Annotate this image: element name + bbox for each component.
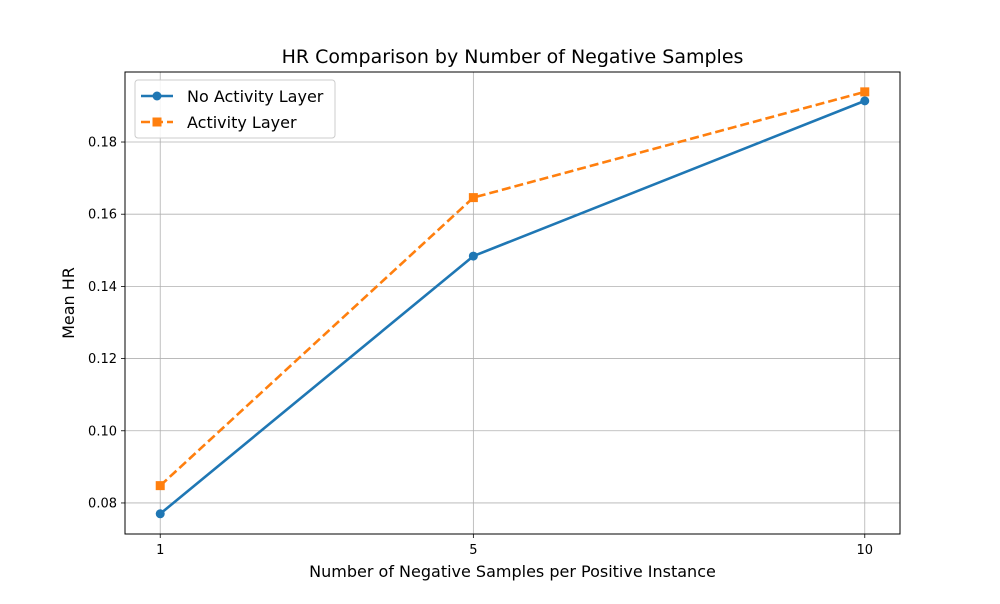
y-tick-label: 0.18 xyxy=(88,136,117,151)
y-tick-label: 0.14 xyxy=(88,280,117,295)
y-axis-label: Mean HR xyxy=(59,267,78,339)
data-point xyxy=(860,96,870,106)
y-tick-label: 0.12 xyxy=(88,352,117,367)
x-tick-label: 10 xyxy=(856,543,873,558)
data-point xyxy=(468,251,478,261)
chart-title: HR Comparison by Number of Negative Samp… xyxy=(282,46,744,68)
y-tick-label: 0.16 xyxy=(88,208,117,223)
series-line xyxy=(159,90,866,487)
legend: No Activity Layer Activity Layer xyxy=(134,79,336,139)
series-1 xyxy=(155,96,870,519)
legend-label: No Activity Layer xyxy=(187,87,324,106)
series-layer xyxy=(155,87,870,519)
series-2 xyxy=(155,87,870,491)
legend-item: No Activity Layer xyxy=(141,87,324,106)
x-tick-label: 1 xyxy=(156,543,164,558)
legend-item: Activity Layer xyxy=(141,113,297,132)
legend-marker xyxy=(152,117,162,127)
data-point xyxy=(860,87,870,97)
data-point xyxy=(468,193,478,203)
axis-ticks: 1 5 10 0.08 0.10 0.12 0.14 0.16 0.18 xyxy=(88,136,873,558)
x-axis-label: Number of Negative Samples per Positive … xyxy=(309,562,716,581)
legend-box xyxy=(134,79,336,139)
legend-marker xyxy=(152,91,162,101)
data-point xyxy=(155,481,165,491)
plot-area-frame xyxy=(124,71,901,535)
grid-lines xyxy=(125,72,900,534)
data-point xyxy=(155,509,165,519)
legend-label: Activity Layer xyxy=(187,113,297,132)
y-tick-label: 0.10 xyxy=(88,424,117,439)
x-tick-label: 5 xyxy=(469,543,477,558)
y-tick-label: 0.08 xyxy=(88,496,117,511)
